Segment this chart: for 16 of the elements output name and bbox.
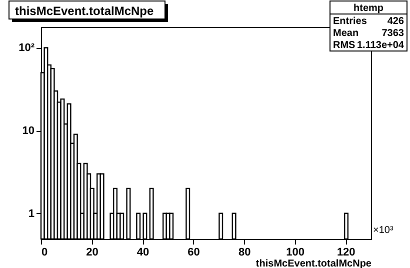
- x-tick-label: 120: [336, 246, 356, 258]
- x-tick-label: 20: [86, 246, 98, 258]
- text: ×10³: [373, 225, 394, 236]
- text: Mean 7363: [333, 28, 404, 39]
- x-tick-label: 60: [188, 246, 200, 258]
- x-tick-label: 100: [286, 246, 305, 258]
- text: Entries 426: [333, 16, 404, 27]
- y-tick-label: 1: [28, 208, 34, 220]
- chart-title: thisMcEvent.totalMcNpe: [15, 4, 154, 18]
- x-tick-label: 40: [136, 246, 150, 258]
- x-tick-label: 80: [238, 246, 251, 258]
- y-tick-label: 10²: [18, 42, 35, 54]
- x-tick-label: 0: [42, 246, 48, 258]
- text: htemp: [354, 3, 384, 14]
- annotation: RMS 1.113e+04: [333, 40, 404, 51]
- y-tick-label: 10: [22, 125, 34, 138]
